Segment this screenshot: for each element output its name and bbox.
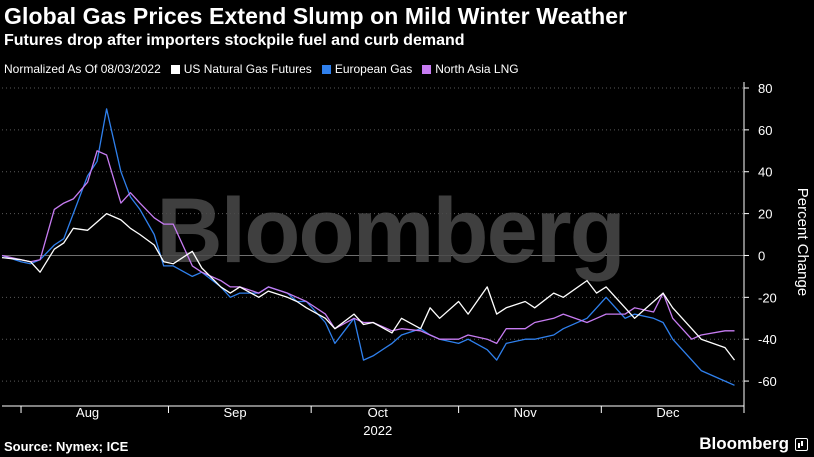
legend-label-european-gas: European Gas (334, 62, 413, 76)
y-tick-label: 60 (758, 123, 772, 138)
y-tick-label: 80 (758, 81, 772, 96)
x-tick-label: Dec (656, 405, 680, 420)
y-axis-label: Percent Change (794, 188, 811, 296)
x-tick-label: Aug (76, 405, 99, 420)
bloomberg-brand: Bloomberg (699, 434, 808, 454)
x-year-label: 2022 (363, 423, 392, 438)
y-tick-label: 20 (758, 207, 772, 222)
legend-label-us-gas: US Natural Gas Futures (183, 62, 312, 76)
bloomberg-watermark: Bloomberg (156, 180, 624, 282)
series-line-us-natural-gas-futures (1, 212, 736, 361)
legend-swatch-european-gas (321, 64, 331, 74)
bar-chart-icon (795, 437, 808, 451)
x-tick-label: Nov (514, 405, 538, 420)
legend-note: Normalized As Of 08/03/2022 (4, 62, 161, 76)
legend-label-north-asia-lng: North Asia LNG (435, 62, 519, 76)
legend-item-european-gas: European Gas (321, 62, 413, 76)
chart-title: Global Gas Prices Extend Slump on Mild W… (4, 3, 628, 29)
x-tick-label: Sep (223, 405, 246, 420)
y-tick-label: -60 (758, 374, 777, 389)
legend: Normalized As Of 08/03/2022 US Natural G… (4, 61, 519, 77)
source-note: Source: Nymex; ICE (4, 439, 129, 454)
legend-swatch-us-gas (170, 64, 180, 74)
legend-item-us-gas: US Natural Gas Futures (170, 62, 312, 76)
legend-swatch-north-asia-lng (422, 64, 432, 74)
series-line-north-asia-lng (1, 150, 735, 345)
brand-label: Bloomberg (699, 434, 789, 453)
chart-subtitle: Futures drop after importers stockpile f… (4, 32, 465, 49)
y-tick-label: 40 (758, 165, 772, 180)
y-tick-label: -20 (758, 290, 777, 305)
x-tick-label: Oct (368, 405, 389, 420)
y-tick-label: -40 (758, 332, 777, 347)
y-tick-label: 0 (758, 248, 765, 263)
legend-item-north-asia-lng: North Asia LNG (422, 62, 519, 76)
